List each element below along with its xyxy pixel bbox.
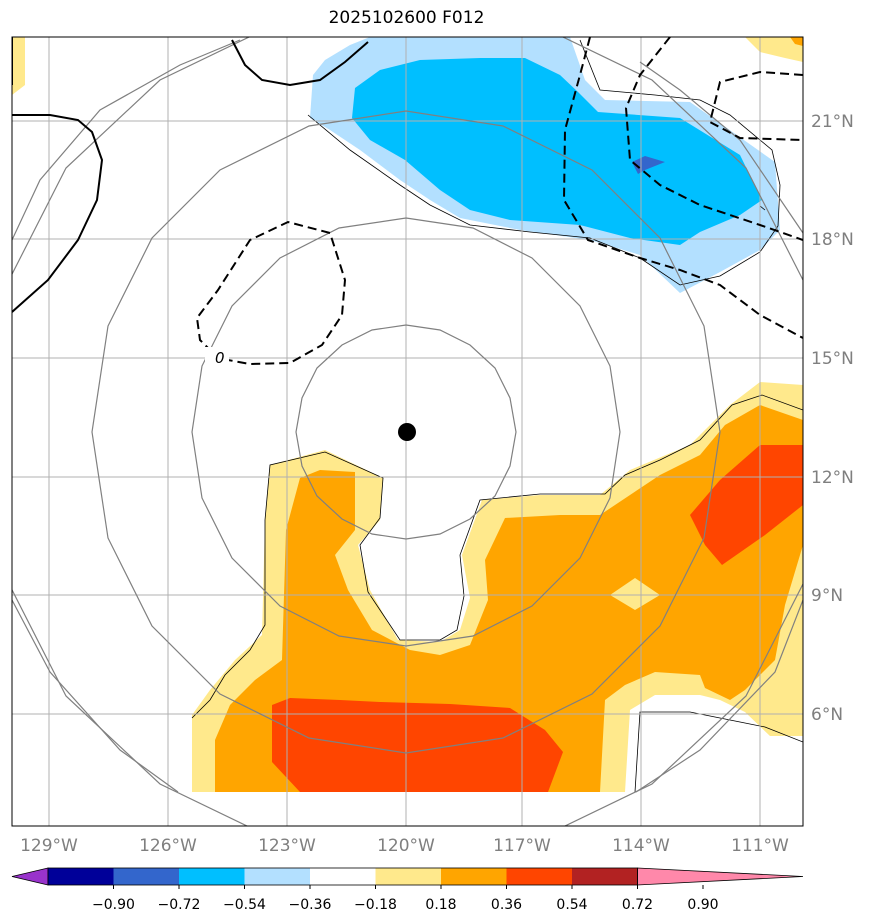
fill-blue	[352, 58, 762, 245]
lon-tick-labels: 129°W 126°W 123°W 120°W 117°W 114°W 111°…	[20, 836, 789, 856]
colorbar-tick-label: 0.18	[425, 897, 456, 913]
lon-tick-label: 129°W	[20, 836, 78, 856]
colorbar: −0.90 −0.72 −0.54 −0.36 −0.18 0.18 0.36 0.54 0.7…	[11, 867, 804, 913]
colorbar-swatch	[48, 868, 114, 885]
colorbar-extend-high	[637, 867, 804, 886]
fill-dark-blue	[632, 156, 665, 174]
contour-solid-top	[231, 39, 369, 87]
lat-tick-labels: 21°N 18°N 15°N 12°N 9°N 6°N	[811, 112, 854, 725]
colorbar-tick-label: −0.54	[223, 897, 266, 913]
range-rings	[12, 37, 803, 826]
map-area: 0	[12, 37, 803, 826]
colorbar-swatch	[572, 868, 638, 885]
colorbar-tick-label: 0.36	[491, 897, 522, 913]
outer-ring-left-bottom	[12, 599, 179, 793]
contour-solid-left	[12, 114, 104, 313]
fill-orange	[215, 405, 803, 792]
contour-label-bg	[205, 347, 229, 365]
contour-thin	[307, 39, 781, 286]
fill-top-right-orange	[790, 37, 803, 46]
lon-tick-label: 114°W	[612, 836, 670, 856]
dashed-contours	[195, 37, 803, 366]
storm-center-marker	[398, 423, 416, 441]
colorbar-tick-label: 0.90	[687, 897, 718, 913]
lon-tick-label: 111°W	[731, 836, 789, 856]
colorbar-tick-label: −0.36	[289, 897, 332, 913]
colorbar-tick-label: −0.18	[354, 897, 397, 913]
colorbar-swatch	[113, 868, 180, 885]
colorbar-tick-label: 0.54	[556, 897, 587, 913]
lat-tick-label: 15°N	[811, 349, 854, 369]
colorbar-tick-label: −0.90	[92, 897, 135, 913]
map-title: 2025102600 F012	[328, 8, 485, 28]
colorbar-swatch	[375, 868, 442, 885]
grid-lines	[12, 37, 803, 826]
dashed-contour-east-2	[624, 37, 803, 241]
lon-tick-label: 126°W	[139, 836, 197, 856]
dashed-contour-east-1	[562, 37, 803, 339]
colorbar-swatch	[441, 868, 507, 885]
map-frame	[11, 36, 804, 827]
fill-top-left-yellow	[12, 37, 25, 95]
lat-tick-label: 9°N	[811, 586, 843, 606]
colorbar-tick-label: −0.72	[158, 897, 201, 913]
fill-inner-yellow	[610, 578, 660, 610]
colorbar-extend-low	[11, 867, 49, 886]
outer-ring-left	[12, 39, 241, 241]
colorbar-frame	[47, 867, 638, 886]
lat-tick-label: 6°N	[811, 705, 843, 725]
fill-red-orange-east	[690, 445, 803, 565]
lat-tick-label: 18°N	[811, 230, 854, 250]
contour-thin-3	[191, 520, 266, 719]
lon-tick-label: 123°W	[258, 836, 316, 856]
colorbar-swatch	[179, 868, 245, 885]
dashed-contour-east-3	[708, 70, 803, 141]
fill-red-orange-south	[272, 698, 563, 792]
contour-thin-2	[264, 394, 803, 641]
colorbar-swatch	[310, 868, 376, 885]
colorbar-tick-label: 0.72	[622, 897, 653, 913]
outer-ring-right-bottom	[635, 599, 803, 793]
contour-label: 0	[215, 349, 225, 367]
lon-tick-label: 117°W	[493, 836, 551, 856]
contour-thin-5	[759, 205, 766, 211]
lon-tick-label: 120°W	[377, 836, 435, 856]
contour-thin-4	[634, 711, 803, 793]
lat-tick-label: 12°N	[811, 468, 854, 488]
outer-ring-right-top	[639, 61, 803, 234]
colorbar-swatch	[506, 868, 573, 885]
dashed-contour-loop	[195, 220, 347, 366]
lat-tick-label: 21°N	[811, 112, 854, 132]
colorbar-swatch	[244, 868, 311, 885]
